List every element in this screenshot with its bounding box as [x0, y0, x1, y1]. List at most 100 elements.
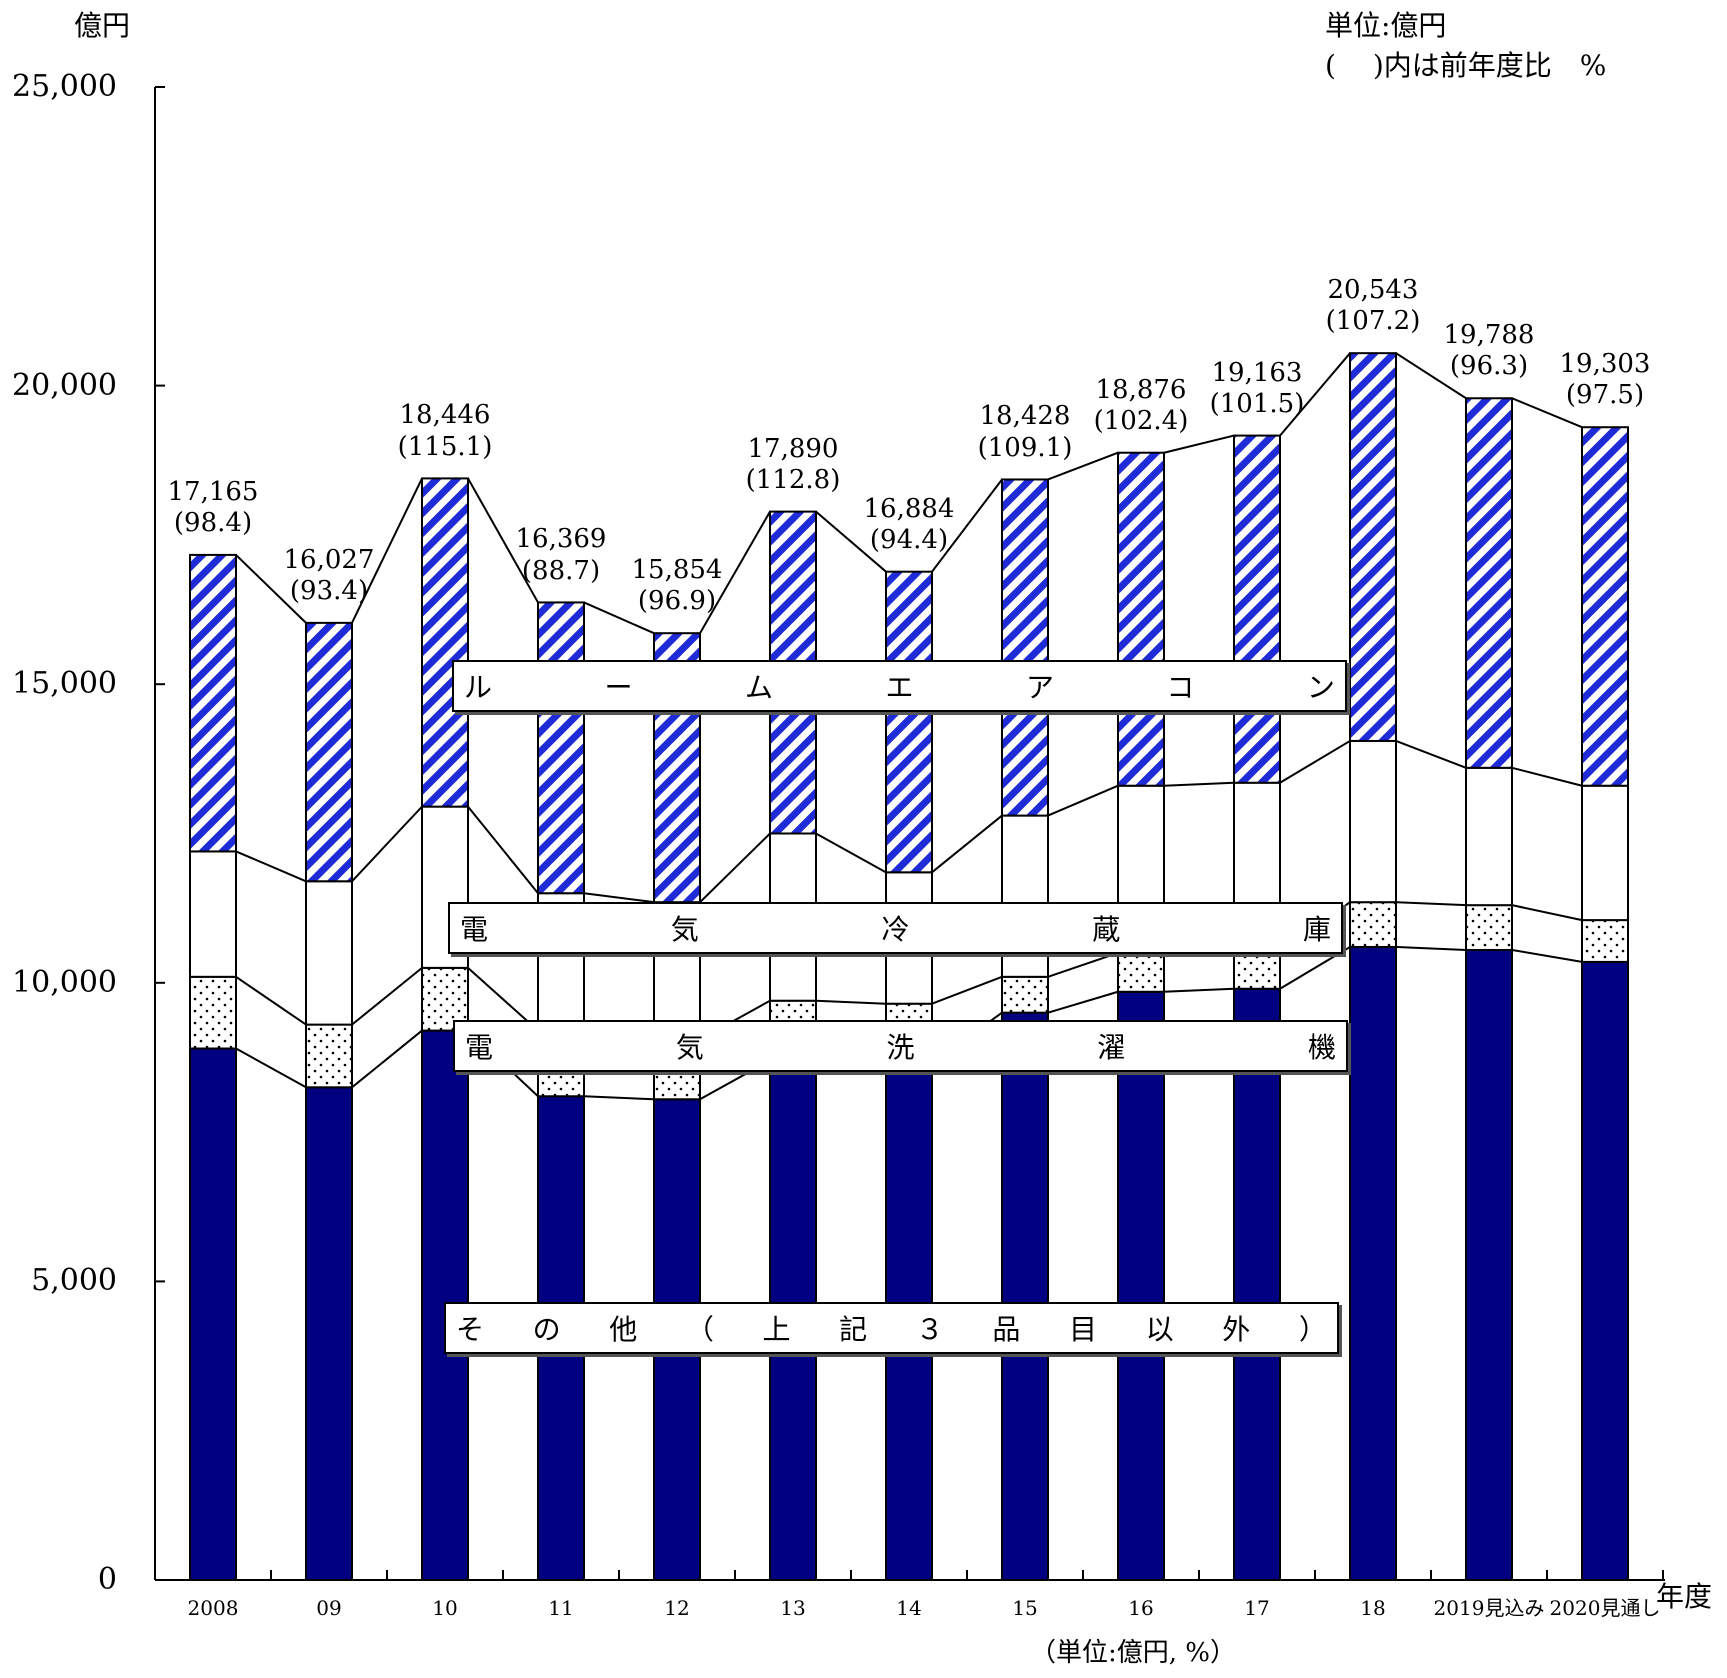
total-label-2: 18,446 (115.1) — [380, 400, 510, 462]
legend-char: 蔵 — [1092, 913, 1121, 946]
x-tick-label-5: 13 — [780, 1596, 806, 1620]
total-value-12: 19,303 — [1559, 349, 1651, 380]
legend-char: 記 — [839, 1313, 868, 1346]
bar-fridge-11 — [1465, 766, 1513, 907]
footer-unit-note: （単位:億円, %） — [1030, 1638, 1236, 1668]
yoy-ratio-2: (115.1) — [397, 431, 493, 462]
bar-aircon-1 — [305, 621, 353, 883]
legend-char: 庫 — [1302, 913, 1331, 946]
legend-char: 洗 — [886, 1031, 915, 1064]
bar-aircon-9 — [1233, 434, 1281, 784]
bar-aircon-0 — [189, 553, 237, 853]
bar-aircon-6 — [885, 570, 933, 874]
bar-aircon-12 — [1581, 426, 1629, 787]
x-tick-label-12: 2020見通し — [1549, 1596, 1661, 1620]
yoy-ratio-9: (101.5) — [1209, 388, 1305, 419]
legend-char: 濯 — [1097, 1031, 1126, 1064]
total-label-1: 16,027 (93.4) — [264, 545, 394, 607]
connector-line-3-6 — [931, 814, 1003, 874]
legend-char: ） — [1298, 1313, 1327, 1346]
yoy-ratio-12: (97.5) — [1565, 380, 1645, 411]
connector-line-1-0 — [235, 1047, 307, 1089]
total-label-4: 15,854 (96.9) — [612, 555, 742, 617]
connector-line-4-0 — [235, 554, 307, 624]
legend-char: 外 — [1222, 1313, 1251, 1346]
connector-line-1-1 — [351, 1029, 423, 1089]
bar-other-9 — [1233, 987, 1281, 1581]
connector-line-4-11 — [1511, 397, 1583, 429]
bar-fridge-12 — [1581, 784, 1629, 922]
bar-washer-11 — [1465, 904, 1513, 951]
connector-line-3-5 — [815, 832, 887, 874]
y-tick-label-1: 5,000 — [31, 1263, 117, 1299]
connector-line-3-10 — [1395, 740, 1467, 769]
total-value-2: 18,446 — [399, 400, 491, 431]
x-tick-label-8: 16 — [1128, 1596, 1154, 1620]
yoy-ratio-6: (94.4) — [869, 524, 949, 555]
bar-aircon-7 — [1001, 478, 1049, 817]
connector-line-2-5 — [815, 999, 887, 1005]
bar-washer-1 — [305, 1023, 353, 1089]
connector-line-3-11 — [1511, 766, 1583, 787]
connector-line-4-9 — [1279, 352, 1351, 437]
yoy-ratio-3: (88.7) — [521, 555, 601, 586]
connector-line-3-1 — [351, 805, 423, 882]
bar-fridge-1 — [305, 880, 353, 1026]
total-value-6: 16,884 — [863, 493, 955, 524]
x-axis-unit: 年度 — [1656, 1580, 1713, 1613]
ratio-note: ( )内は前年度比 % — [1325, 49, 1607, 82]
y-tick-label-2: 10,000 — [12, 964, 117, 1000]
connector-line-4-2 — [467, 477, 539, 603]
total-value-9: 19,163 — [1211, 357, 1303, 388]
bar-washer-9 — [1233, 951, 1281, 990]
legend-char: （ — [685, 1313, 714, 1346]
x-tick-label-3: 11 — [548, 1596, 574, 1620]
bar-washer-12 — [1581, 919, 1629, 963]
total-value-0: 17,165 — [167, 476, 259, 507]
legend-char: 気 — [670, 913, 699, 946]
total-label-12: 19,303 (97.5) — [1540, 349, 1670, 411]
connector-line-1-11 — [1511, 948, 1583, 963]
legend-char: ル — [464, 671, 493, 704]
connector-line-2-6 — [931, 975, 1003, 1005]
bar-other-1 — [305, 1086, 353, 1582]
legend-refrigerator: 電気冷蔵庫 — [448, 902, 1343, 954]
connector-line-1-3 — [583, 1095, 655, 1101]
yoy-ratio-1: (93.4) — [289, 576, 369, 607]
legend-char: ム — [744, 671, 773, 704]
legend-char: 他 — [609, 1313, 638, 1346]
connector-line-2-0 — [235, 976, 307, 1026]
yoy-ratio-4: (96.9) — [637, 586, 717, 617]
bar-aircon-2 — [421, 477, 469, 808]
bar-other-11 — [1465, 948, 1513, 1581]
x-tick-label-7: 15 — [1012, 1596, 1038, 1620]
bar-other-12 — [1581, 960, 1629, 1581]
connector-line-4-5 — [815, 510, 887, 573]
bar-fridge-10 — [1349, 739, 1397, 904]
connector-line-3-0 — [235, 850, 307, 883]
legend-char: ３ — [915, 1313, 944, 1346]
legend-char: エ — [885, 671, 914, 704]
legend-char: 品 — [992, 1313, 1021, 1346]
total-value-7: 18,428 — [979, 401, 1071, 432]
connector-line-3-2 — [467, 805, 539, 894]
x-tick-label-1: 09 — [316, 1596, 342, 1620]
connector-line-4-10 — [1395, 352, 1467, 400]
legend-char: ア — [1025, 671, 1054, 704]
bar-washer-7 — [1001, 975, 1049, 1014]
total-label-0: 17,165 (98.4) — [148, 477, 278, 539]
yoy-ratio-10: (107.2) — [1325, 306, 1421, 337]
legend-char: 以 — [1145, 1313, 1174, 1346]
yoy-ratio-11: (96.3) — [1449, 351, 1529, 382]
total-label-7: 18,428 (109.1) — [960, 401, 1090, 463]
legend-washing-machine: 電気洗濯機 — [453, 1020, 1348, 1072]
connector-line-4-7 — [1047, 451, 1119, 481]
total-label-11: 19,788 (96.3) — [1424, 320, 1554, 382]
legend-char: 上 — [762, 1313, 791, 1346]
yoy-ratio-0: (98.4) — [173, 508, 253, 539]
legend-char: 電 — [465, 1031, 494, 1064]
legend-char: そ — [456, 1313, 485, 1346]
connector-line-1-10 — [1395, 945, 1467, 951]
connector-line-1-8 — [1163, 987, 1235, 993]
